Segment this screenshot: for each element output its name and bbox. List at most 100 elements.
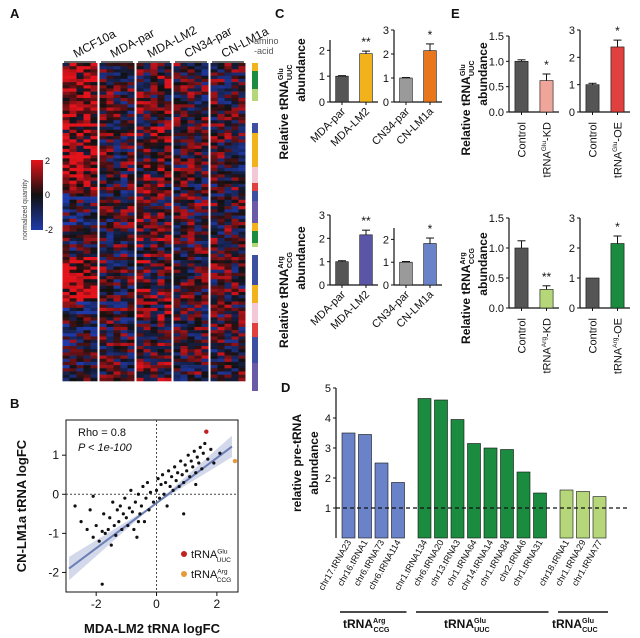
heatmap-cell — [164, 126, 172, 131]
heatmap-cell — [136, 365, 144, 369]
significance-marker: * — [615, 24, 620, 38]
heatmap-cell — [99, 206, 107, 210]
heatmap-cell — [173, 342, 181, 347]
heatmap-cell — [194, 132, 202, 137]
heatmap-cell — [136, 126, 144, 131]
heatmap-cell — [90, 155, 98, 159]
heatmap-cell — [164, 342, 172, 347]
heatmap-cell — [224, 346, 232, 350]
heatmap-cell — [113, 158, 121, 162]
heatmap-cell — [187, 346, 195, 350]
heatmap-cell — [127, 355, 135, 360]
heatmap-cell — [231, 136, 239, 140]
heatmap-cell — [157, 222, 165, 226]
heatmap-cell — [62, 326, 70, 331]
heatmap-cell — [201, 231, 209, 236]
heatmap-cell — [194, 196, 202, 201]
heatmap-cell — [136, 368, 144, 372]
heatmap-cell — [180, 279, 188, 283]
heatmap-cell — [238, 107, 246, 111]
heatmap-cell — [76, 361, 84, 366]
heatmap-cell — [69, 126, 77, 131]
heatmap-cell — [113, 339, 121, 344]
heatmap-cell — [180, 199, 188, 204]
heatmap-cell — [173, 110, 181, 115]
heatmap-cell — [150, 110, 158, 115]
scatter-point — [132, 527, 136, 532]
heatmap-cell — [106, 212, 114, 216]
heatmap-cell — [224, 129, 232, 134]
heatmap-cell — [231, 250, 239, 255]
heatmap-cell — [157, 237, 165, 242]
heatmap-cell — [120, 320, 128, 325]
heatmap-cell — [127, 94, 135, 99]
heatmap-cell — [76, 164, 84, 169]
bar — [423, 243, 437, 286]
heatmap-cell — [187, 285, 195, 290]
heatmap-cell — [210, 123, 218, 127]
heatmap-cell — [120, 244, 128, 248]
heatmap-cell — [136, 158, 144, 162]
heatmap-cell — [143, 152, 151, 156]
heatmap-cell — [238, 161, 246, 166]
heatmap-cell — [136, 148, 144, 153]
heatmap-cell — [224, 215, 232, 220]
heatmap-cell — [113, 101, 121, 105]
heatmap-cell — [150, 82, 158, 86]
heatmap-cell — [224, 120, 232, 124]
heatmap-cell — [157, 304, 165, 309]
heatmap-cell — [238, 330, 246, 334]
heatmap-cell — [194, 212, 202, 216]
heatmap-cell — [120, 288, 128, 293]
heatmap-cell — [231, 206, 239, 210]
heatmap-cell — [106, 218, 114, 223]
heatmap-cell — [136, 358, 144, 363]
heatmap-cell — [99, 291, 107, 296]
heatmap-cell — [180, 228, 188, 232]
heatmap-cell — [180, 298, 188, 302]
heatmap-cell — [62, 241, 70, 245]
heatmap-cell — [83, 218, 91, 223]
heatmap-cell — [217, 155, 225, 159]
heatmap-cell — [150, 75, 158, 80]
heatmap-cell — [180, 377, 188, 382]
heatmap-cell — [150, 72, 158, 77]
heatmap-cell — [113, 355, 121, 360]
heatmap-cell — [90, 365, 98, 369]
heatmap-cell — [217, 174, 225, 178]
heatmap-cell — [136, 244, 144, 248]
heatmap-cell — [83, 352, 91, 356]
heatmap-cell — [194, 193, 202, 197]
scatter-point — [79, 520, 83, 524]
heatmap-cell — [194, 222, 202, 226]
heatmap-cell — [99, 352, 107, 356]
heatmap-cell — [217, 260, 225, 264]
scatter-point — [180, 473, 184, 477]
scatter-point — [168, 484, 172, 489]
heatmap-cell — [120, 107, 128, 111]
heatmap-cell — [173, 132, 181, 137]
heatmap-cell — [180, 231, 188, 236]
heatmap-cell — [194, 272, 202, 277]
heatmap-cell — [90, 263, 98, 267]
heatmap-cell — [210, 148, 218, 153]
heatmap-cell — [180, 132, 188, 137]
heatmap-cell — [157, 97, 165, 102]
heatmap-cell — [76, 307, 84, 312]
heatmap-cell — [217, 88, 225, 92]
heatmap-cell — [62, 282, 70, 286]
heatmap-cell — [106, 94, 114, 99]
heatmap-cell — [69, 333, 77, 337]
heatmap-cell — [76, 358, 84, 363]
heatmap-cell — [210, 358, 218, 363]
heatmap-cell — [210, 104, 218, 108]
heatmap-cell — [127, 69, 135, 73]
heatmap-cell — [120, 269, 128, 274]
heatmap-cell — [136, 355, 144, 360]
heatmap-cell — [62, 193, 70, 197]
heatmap-cell — [62, 320, 70, 325]
heatmap-cell — [69, 320, 77, 325]
scatter-point — [109, 543, 113, 547]
heatmap-cell — [69, 247, 77, 251]
